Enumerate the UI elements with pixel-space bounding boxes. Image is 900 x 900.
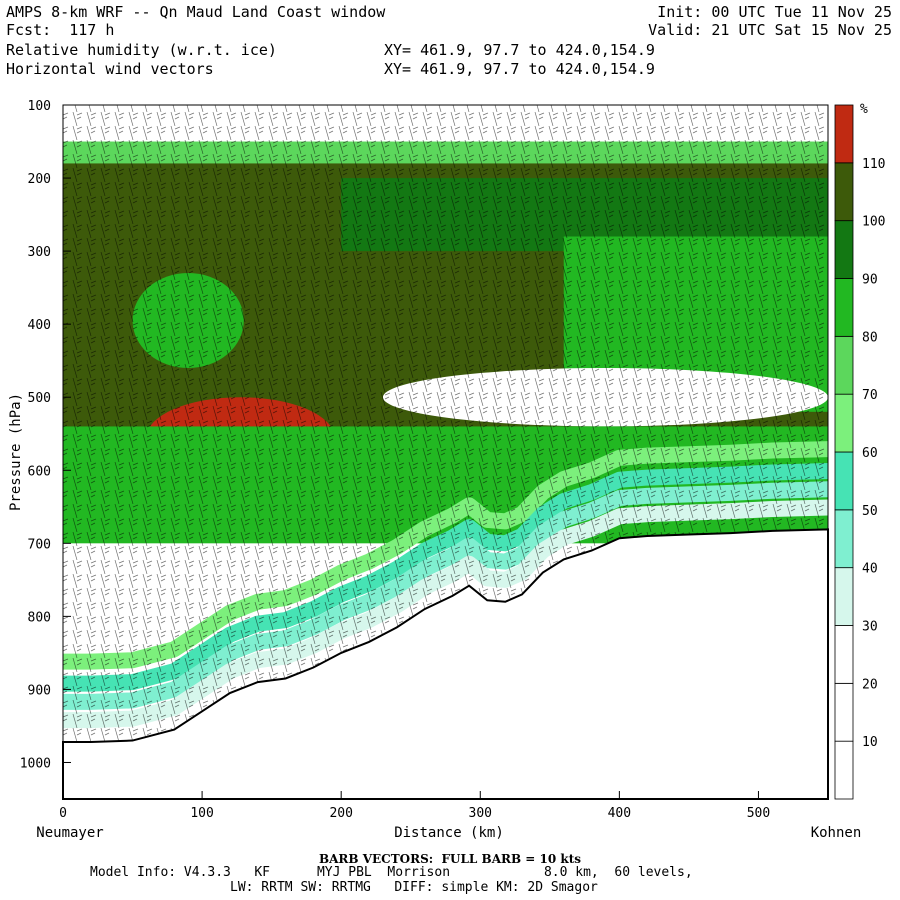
x-tick-label: 200 [329,806,352,821]
colorbar-segment [834,740,854,800]
colorbar-label: 30 [862,620,878,635]
barb-legend: BARB VECTORS: FULL BARB = 10 kts [318,852,582,866]
colorbar-unit: % [860,102,868,117]
model-info: Model Info: V4.3.3 KF MYJ PBL Morrison 8… [90,865,693,880]
colorbar-label: 60 [862,446,878,461]
colorbar-label: 90 [862,273,878,288]
colorbar-segment [834,104,854,164]
y-tick-label: 800 [28,610,51,625]
colorbar-label: 40 [862,562,878,577]
colorbar-label: 20 [862,677,878,692]
y-tick-label: 100 [28,99,51,114]
x-start-station: Neumayer [36,825,103,841]
colorbar-segment [834,625,854,684]
colorbar-segment [834,682,854,742]
x-axis-title: Distance (km) [394,825,504,841]
y-tick-label: 1000 [20,756,51,771]
y-tick-label: 700 [28,537,51,552]
y-tick-label: 400 [28,318,51,333]
x-tick-label: 0 [59,806,67,821]
colorbar-label: 10 [862,735,878,750]
colorbar: 10 20 30 40 50 60 70 80 90 100 110 [834,104,885,800]
y-tick-label: 300 [28,245,51,260]
x-tick-label: 500 [747,806,770,821]
terrain-profile [62,528,829,800]
colorbar-label: 110 [862,157,885,172]
field-label-rh: Relative humidity (w.r.t. ice) [6,41,277,59]
xy-range-rh: XY= 461.9, 97.7 to 424.0,154.9 [384,41,655,59]
y-axis-title: Pressure (hPa) [8,393,24,511]
plot-frame [62,104,829,800]
valid-time: Valid: 21 UTC Sat 15 Nov 25 [648,21,892,39]
plot-title: AMPS 8-km WRF -- Qn Maud Land Coast wind… [6,3,386,21]
y-tick-label: 500 [28,391,51,406]
xy-range-wind: XY= 461.9, 97.7 to 424.0,154.9 [384,60,655,78]
x-tick-label: 400 [608,806,631,821]
forecast-hour: Fcst: 117 h [6,21,115,39]
y-axis: 100 200 300 400 500 600 700 800 900 1000 [20,99,71,771]
colorbar-label: 80 [862,330,878,345]
colorbar-segment [834,162,854,222]
colorbar-label: 70 [862,388,878,403]
colorbar-segment [834,509,854,569]
colorbar-label: 50 [862,504,878,519]
x-end-station: Kohnen [811,825,862,841]
colorbar-segment [834,278,854,337]
colorbar-segment [834,335,854,395]
colorbar-segment [834,451,854,511]
field-label-wind: Horizontal wind vectors [6,60,214,78]
y-tick-label: 600 [28,464,51,479]
x-tick-label: 300 [469,806,492,821]
colorbar-label: 100 [862,215,885,230]
y-tick-label: 900 [28,683,51,698]
physics-info: LW: RRTM SW: RRTMG DIFF: simple KM: 2D S… [230,880,598,895]
init-time: Init: 00 UTC Tue 11 Nov 25 [657,3,892,21]
colorbar-segment [834,567,854,626]
colorbar-segment [834,393,854,453]
y-tick-label: 200 [28,172,51,187]
colorbar-segment [834,220,854,279]
x-tick-label: 100 [190,806,213,821]
x-axis: 0 100 200 300 400 500 [59,791,770,821]
